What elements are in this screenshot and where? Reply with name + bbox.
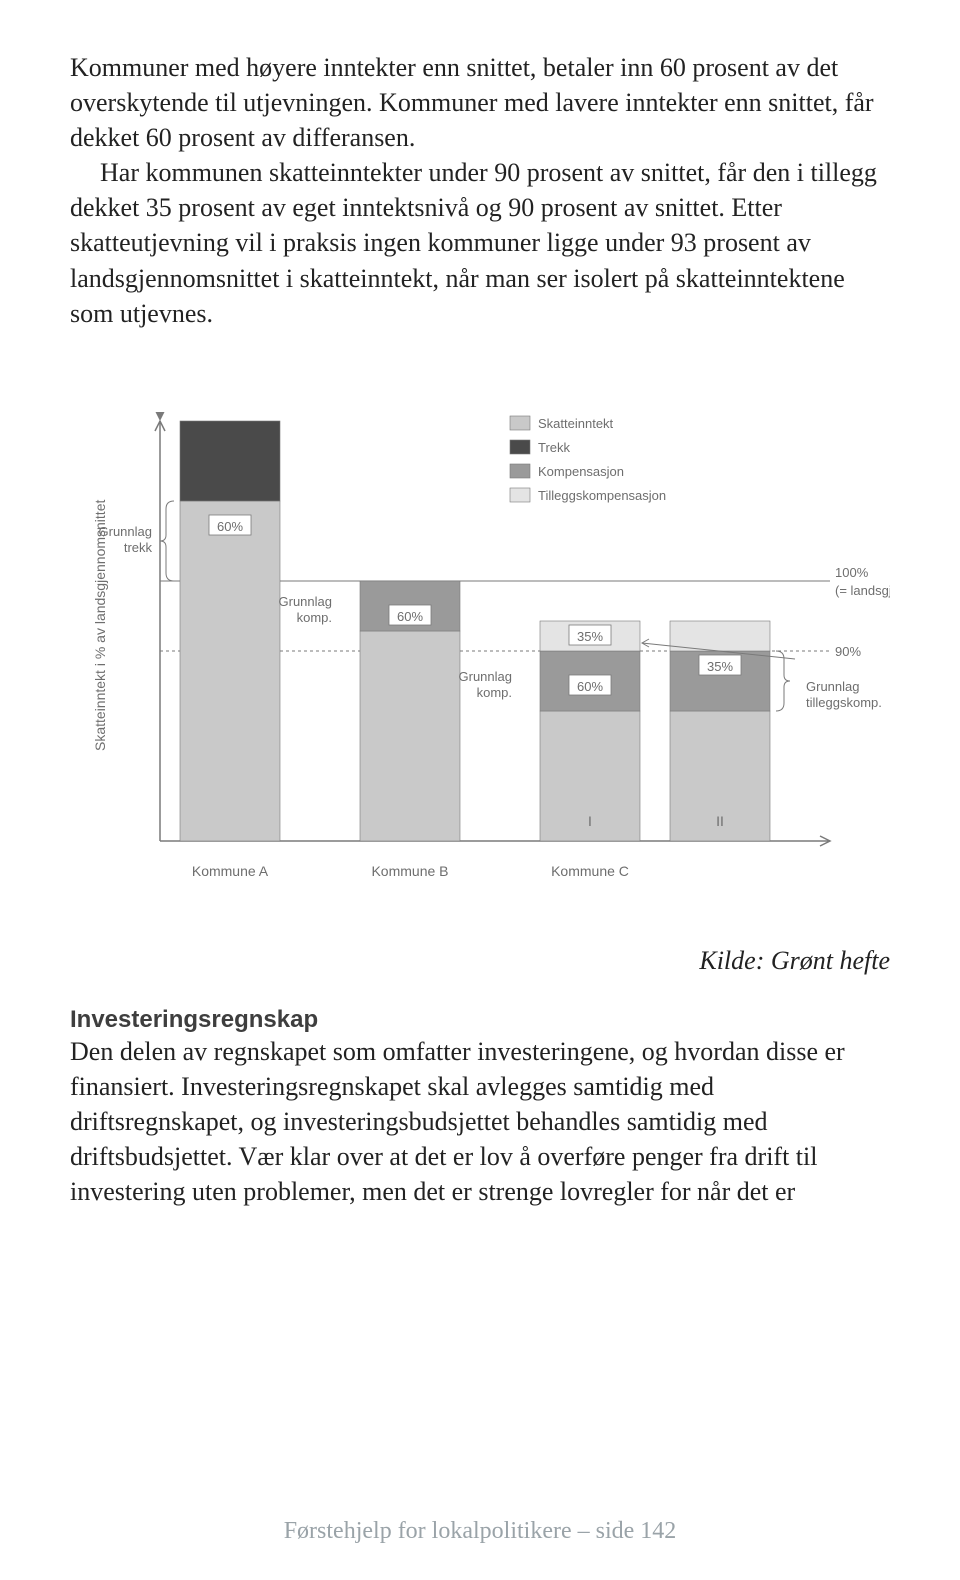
svg-text:90%: 90%: [835, 644, 861, 659]
section-heading: Investeringsregnskap: [70, 1006, 890, 1034]
chart-source: Kilde: Grønt hefte: [70, 946, 890, 976]
svg-text:Grunnlag: Grunnlag: [99, 524, 152, 539]
svg-text:Skatteinntekt: Skatteinntekt: [538, 416, 614, 431]
page-footer: Førstehjelp for lokalpolitikere – side 1…: [0, 1518, 960, 1545]
svg-text:Tilleggskompensasjon: Tilleggskompensasjon: [538, 488, 666, 503]
svg-text:komp.: komp.: [297, 610, 332, 625]
paragraph-1: Kommuner med høyere inntekter enn snitte…: [70, 50, 890, 155]
svg-text:60%: 60%: [217, 519, 243, 534]
tax-equalization-chart: Skatteinntekt i % av landsgjennomsnittet…: [70, 361, 890, 921]
svg-text:trekk: trekk: [124, 540, 153, 555]
svg-text:Kompensasjon: Kompensasjon: [538, 464, 624, 479]
svg-text:100%: 100%: [835, 565, 869, 580]
svg-text:(= landsgjennomsnitt): (= landsgjennomsnitt): [835, 583, 890, 598]
svg-text:tilleggskomp.: tilleggskomp.: [806, 695, 882, 710]
svg-text:I: I: [588, 813, 592, 829]
svg-text:Grunnlag: Grunnlag: [806, 679, 859, 694]
svg-text:II: II: [716, 813, 724, 829]
svg-text:Trekk: Trekk: [538, 440, 571, 455]
paragraph-3: Den delen av regnskapet som omfatter inv…: [70, 1034, 890, 1209]
svg-text:35%: 35%: [577, 629, 603, 644]
svg-text:komp.: komp.: [477, 685, 512, 700]
svg-text:60%: 60%: [577, 679, 603, 694]
svg-text:Kommune B: Kommune B: [371, 863, 448, 879]
svg-text:60%: 60%: [397, 609, 423, 624]
svg-text:Kommune C: Kommune C: [551, 863, 629, 879]
svg-text:35%: 35%: [707, 659, 733, 674]
svg-text:Grunnlag: Grunnlag: [279, 594, 332, 609]
paragraph-2: Har kommunen skatteinntekter under 90 pr…: [70, 155, 890, 330]
svg-text:Kommune A: Kommune A: [192, 863, 269, 879]
svg-text:Grunnlag: Grunnlag: [459, 669, 512, 684]
